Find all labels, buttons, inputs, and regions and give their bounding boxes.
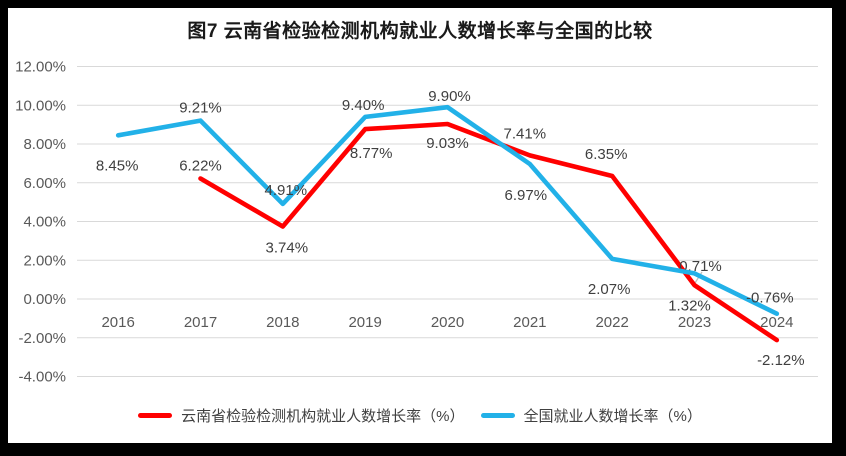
y-axis-tick-label: 6.00%: [23, 175, 66, 192]
data-label: 2.07%: [588, 281, 631, 298]
data-label: -2.12%: [757, 352, 805, 369]
chart-title: 图7 云南省检验检测机构就业人数增长率与全国的比较: [187, 21, 653, 42]
x-axis-tick-label: 2016: [101, 314, 134, 331]
data-label: 4.91%: [265, 182, 308, 199]
red-line-swatch: [138, 413, 173, 418]
y-axis-tick-label: 8.00%: [23, 136, 66, 153]
y-axis-tick-label: -4.00%: [18, 369, 66, 386]
x-axis-tick-label: 2017: [184, 314, 217, 331]
y-axis-tick-label: 4.00%: [23, 214, 66, 231]
data-label: 9.90%: [428, 88, 471, 105]
legend-item-yunnan: 云南省检验检测机构就业人数增长率（%）: [138, 405, 465, 426]
x-axis-tick-label: 2022: [595, 314, 628, 331]
data-label: 8.77%: [350, 145, 393, 162]
data-label: 1.32%: [668, 297, 711, 314]
x-axis-tick-label: 2019: [348, 314, 381, 331]
data-label: 8.45%: [96, 157, 139, 174]
legend-item-national: 全国就业人数增长率（%）: [480, 405, 702, 426]
data-label: 9.21%: [179, 100, 222, 117]
legend-label-national: 全国就业人数增长率（%）: [523, 408, 702, 425]
data-label: -0.76%: [746, 290, 794, 307]
x-axis-tick-label: 2018: [266, 314, 299, 331]
x-axis-tick-label: 2023: [678, 314, 711, 331]
x-axis-tick-label: 2021: [513, 314, 546, 331]
y-axis-tick-label: 10.00%: [15, 97, 66, 114]
chart-panel: [8, 8, 832, 443]
yunnan-line: [198, 121, 780, 343]
y-axis-tick-label: 0.00%: [23, 291, 66, 308]
blue-line-swatch: [480, 413, 515, 418]
y-axis-tick-label: 12.00%: [15, 59, 66, 76]
x-axis-tick-label: 2020: [431, 314, 464, 331]
data-label: 3.74%: [266, 240, 309, 257]
y-axis-tick-label: -2.00%: [18, 330, 66, 347]
data-label: 7.41%: [504, 125, 547, 142]
legend-label-yunnan: 云南省检验检测机构就业人数增长率（%）: [181, 408, 465, 425]
national-line: [115, 104, 780, 317]
data-label: 9.40%: [342, 97, 385, 114]
data-label: 9.03%: [426, 135, 469, 152]
legend: 云南省检验检测机构就业人数增长率（%） 全国就业人数增长率（%）: [8, 405, 832, 426]
data-label: 6.35%: [585, 146, 628, 163]
x-axis-tick-label: 2024: [760, 314, 793, 331]
data-label: 6.97%: [505, 187, 548, 204]
data-label: 6.22%: [179, 157, 222, 174]
y-axis-tick-label: 2.00%: [23, 252, 66, 269]
